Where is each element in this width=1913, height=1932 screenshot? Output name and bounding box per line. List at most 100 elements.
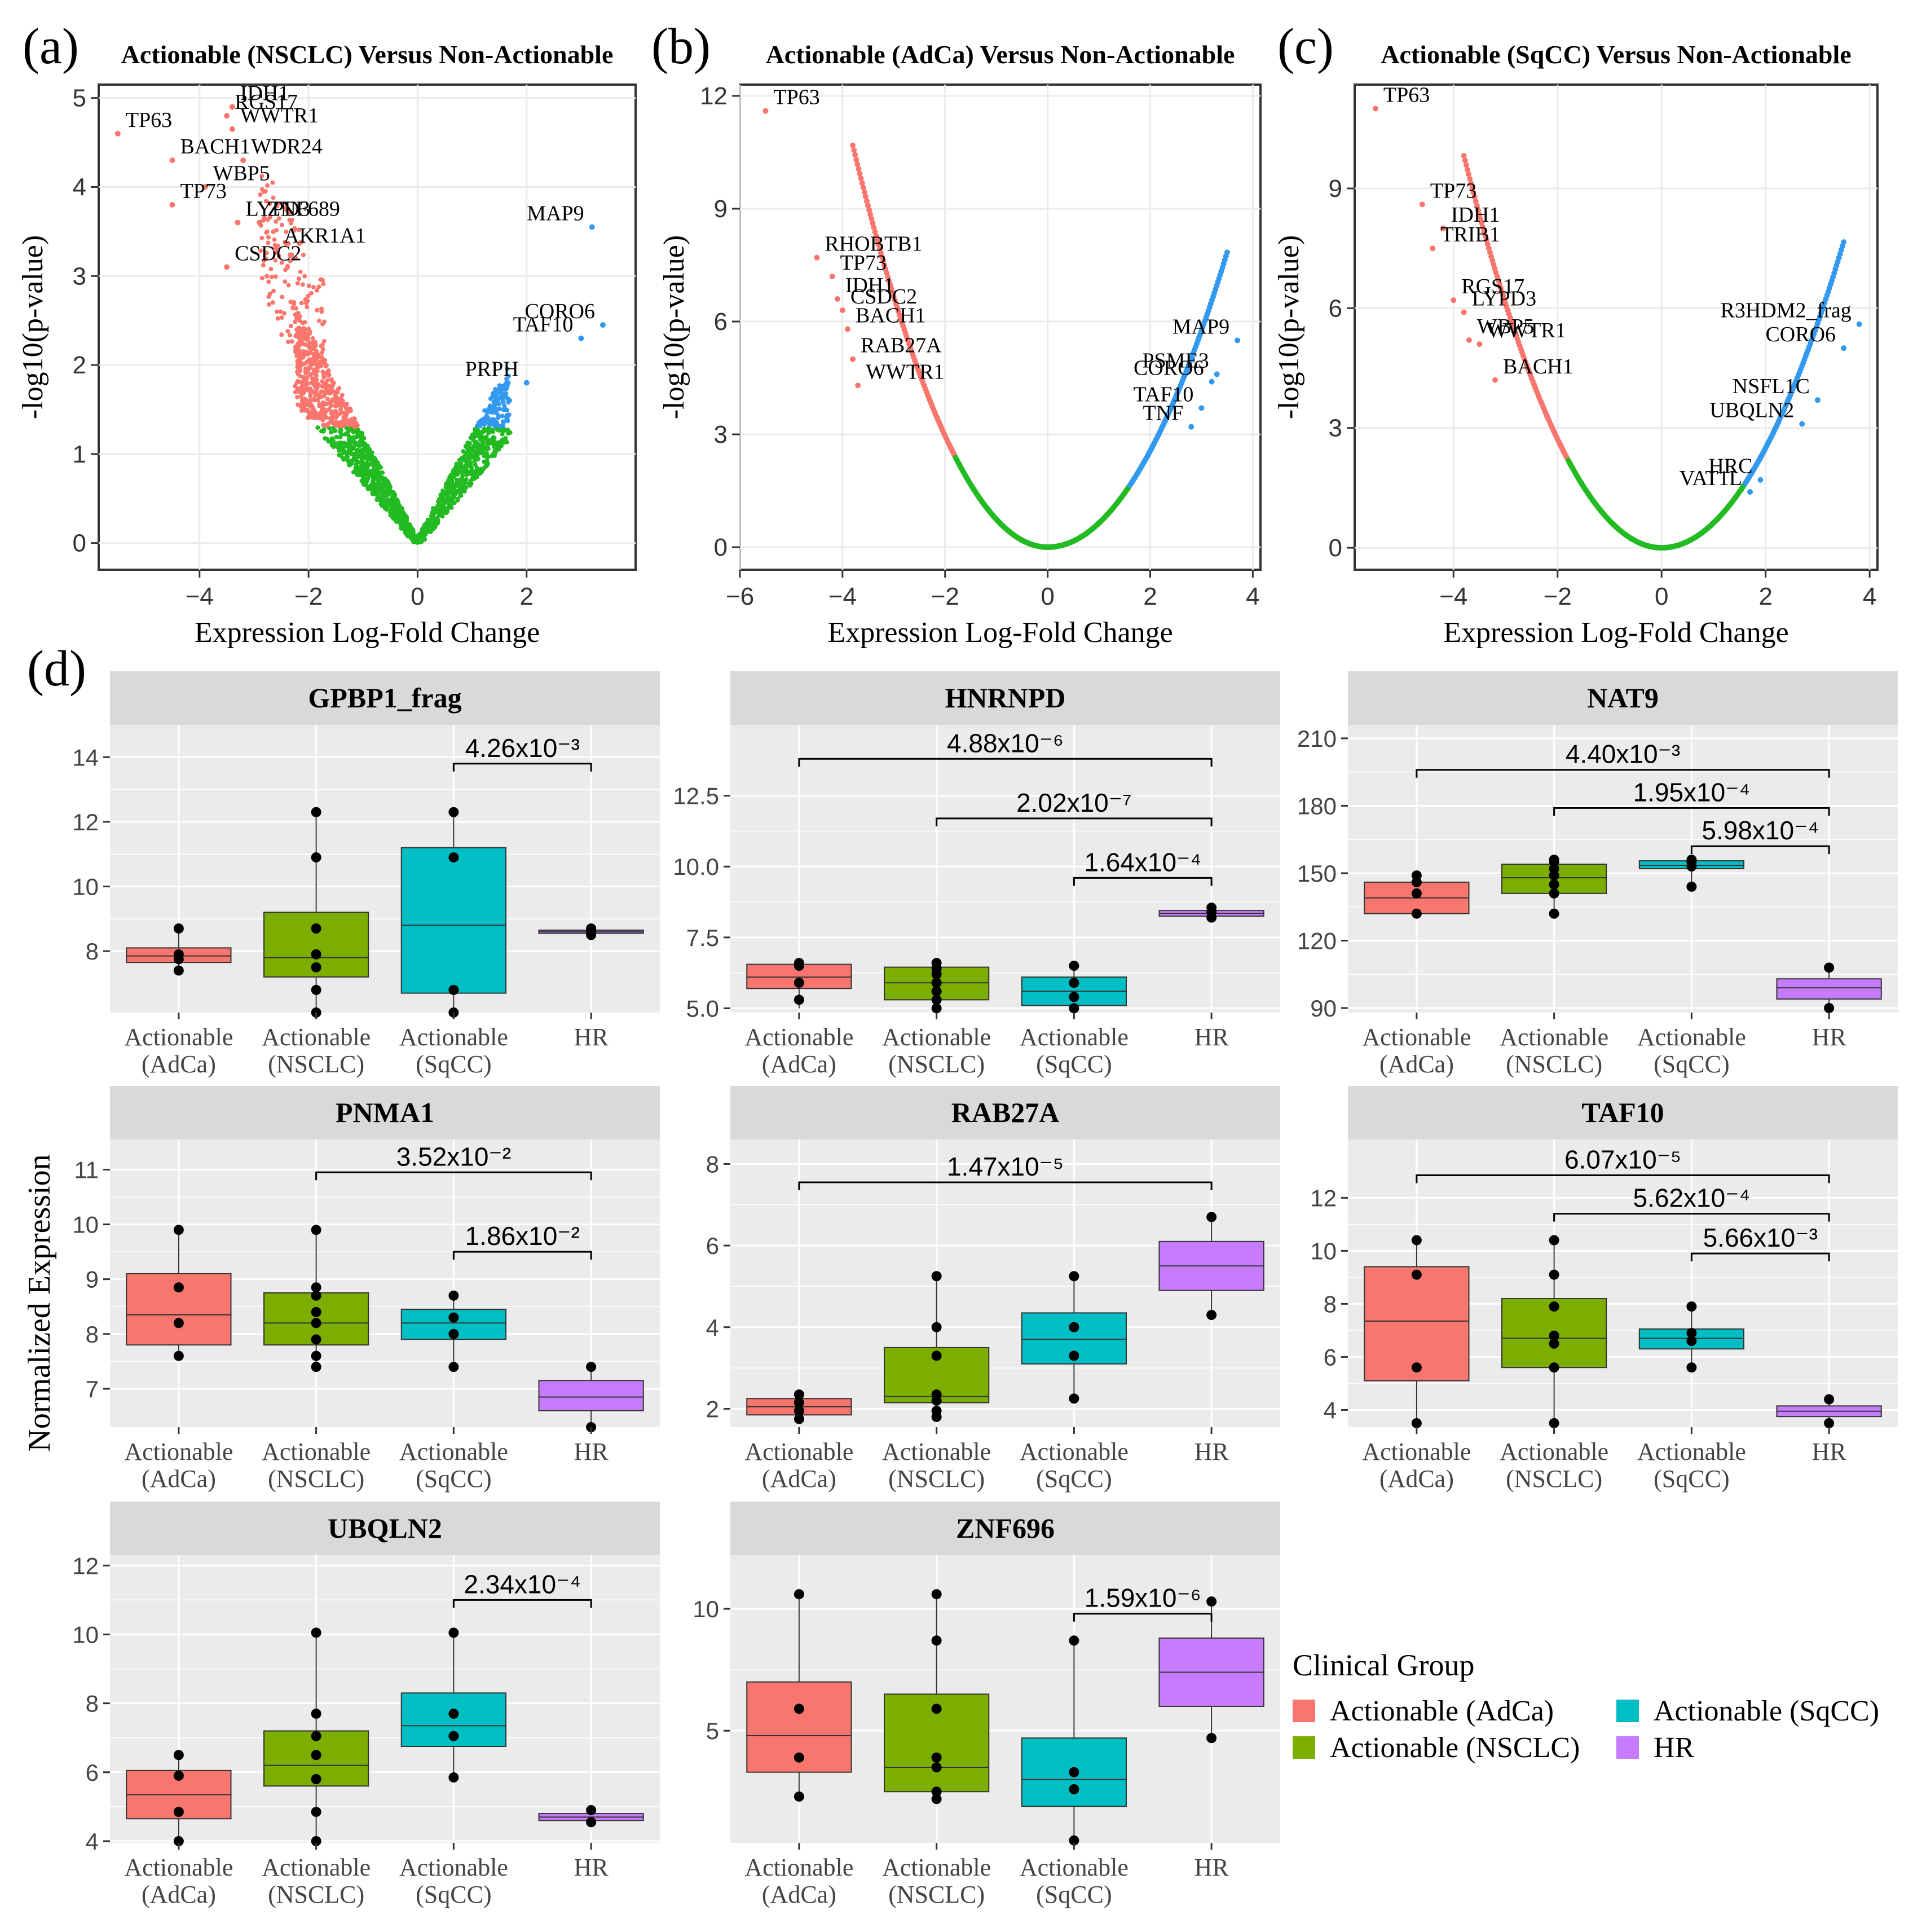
gene-point — [289, 253, 294, 258]
x-tick-label: Actionable — [1637, 1023, 1746, 1051]
gene-point — [481, 429, 486, 434]
x-tick-label: 2 — [519, 583, 533, 610]
gene-point — [403, 516, 408, 521]
bracket-line — [1690, 1252, 1830, 1262]
y-tick-label: 10 — [72, 1212, 99, 1238]
gene-point — [299, 301, 304, 306]
gene-point — [266, 294, 271, 299]
gene-label: IDH1 — [845, 274, 894, 297]
gene-point — [293, 319, 298, 324]
gene-point — [402, 520, 407, 525]
facet-title: PNMA1 — [336, 1097, 434, 1128]
y-tick-label: 8 — [86, 938, 99, 965]
x-tick-label: 2 — [1758, 583, 1772, 610]
gene-point — [478, 423, 483, 428]
gene-point — [324, 371, 329, 376]
x-tick-label: Actionable — [1637, 1438, 1746, 1465]
x-tick-label: −4 — [186, 583, 214, 610]
data-point — [794, 1704, 804, 1714]
box-body — [1364, 1266, 1470, 1381]
y-tick-label: 10 — [72, 1621, 99, 1648]
facet-strip — [110, 1502, 660, 1555]
data-point — [311, 923, 321, 934]
data-point — [311, 1350, 321, 1361]
y-tick-label: 7.5 — [686, 925, 719, 951]
data-point — [311, 1282, 321, 1293]
gene-label: NSFL1C — [1733, 375, 1810, 398]
gene-point — [274, 228, 279, 233]
gene-point — [859, 180, 865, 186]
background-points — [258, 173, 513, 545]
x-tick-label: Actionable — [124, 1438, 233, 1465]
gene-point — [437, 513, 442, 518]
gene-point — [339, 432, 344, 437]
gene-point — [500, 432, 505, 437]
boxplot-znf696: ZNF696510Actionable(AdCa)Actionable(NSCL… — [693, 1502, 1280, 1908]
data-point — [311, 1627, 321, 1638]
gene-point — [344, 406, 349, 411]
data-point — [1824, 1394, 1835, 1405]
gene-point — [264, 250, 269, 256]
gene-point — [289, 339, 294, 344]
gene-label: TRIB1 — [1440, 223, 1500, 247]
gene-label: TP63 — [773, 86, 819, 109]
gene-point — [281, 311, 286, 316]
gene-label: LYPD3 — [245, 197, 310, 221]
gene-point — [382, 492, 387, 498]
gene-point-wwtr1 — [855, 382, 861, 389]
gene-point-csdc2 — [224, 264, 230, 270]
gene-point — [317, 360, 322, 365]
gene-point — [280, 294, 285, 300]
gene-point — [1466, 171, 1472, 178]
gene-point — [275, 316, 280, 321]
gene-point — [506, 431, 511, 436]
x-tick-label: (SqCC) — [1036, 1465, 1112, 1493]
x-tick-label: Actionable — [262, 1438, 371, 1465]
gene-point-tp73 — [169, 202, 175, 208]
significance-bracket: 1.47x10⁻⁵ — [798, 1152, 1213, 1190]
data-point — [173, 1836, 184, 1846]
y-tick-label: 150 — [1297, 860, 1337, 887]
data-point — [311, 807, 321, 817]
facet-title: ZNF696 — [956, 1512, 1055, 1544]
box-plots: GPBP1_frag8101214Actionable(AdCa)Actiona… — [72, 671, 1898, 1908]
gene-label: ZNF689 — [267, 197, 340, 221]
y-tick-label: 7 — [86, 1376, 99, 1402]
gene-point — [365, 469, 371, 474]
background-points — [1461, 153, 1847, 551]
gene-point — [484, 408, 490, 413]
gene-point — [273, 274, 278, 279]
gene-point — [490, 427, 495, 432]
gene-point-tp63 — [1372, 105, 1378, 112]
data-point — [448, 1290, 459, 1301]
gene-point — [871, 225, 877, 231]
gene-point — [395, 500, 400, 505]
data-point — [931, 986, 942, 997]
p-value-label: 4.40x10⁻³ — [1566, 740, 1680, 769]
gene-point — [389, 508, 394, 513]
bracket-line — [1073, 1613, 1213, 1622]
data-point — [1824, 1003, 1835, 1014]
gene-point-rhobtb1 — [814, 254, 820, 261]
gene-point — [1475, 207, 1481, 213]
x-axis-title: Expression Log-Fold Change — [195, 617, 540, 649]
gene-point — [409, 535, 415, 540]
gene-point — [317, 403, 322, 408]
gene-point — [316, 394, 321, 399]
gene-point — [505, 396, 510, 401]
box-1 — [884, 958, 990, 1014]
box-3 — [1776, 1394, 1882, 1428]
legend-title: Clinical Group — [1293, 1648, 1474, 1682]
data-point — [931, 958, 942, 969]
gene-point — [319, 413, 324, 418]
gene-point — [1473, 198, 1479, 204]
significance-bracket: 1.64x10⁻⁴ — [1073, 847, 1213, 886]
significance-bracket: 3.52x10⁻² — [315, 1142, 592, 1181]
y-tick-label: 4 — [1324, 1397, 1337, 1423]
gene-label: TP73 — [840, 251, 887, 275]
p-value-label: 3.52x10⁻² — [396, 1142, 511, 1171]
gene-point — [262, 258, 267, 263]
gene-point — [279, 315, 284, 320]
gene-point — [309, 404, 314, 410]
gene-point — [299, 380, 304, 385]
